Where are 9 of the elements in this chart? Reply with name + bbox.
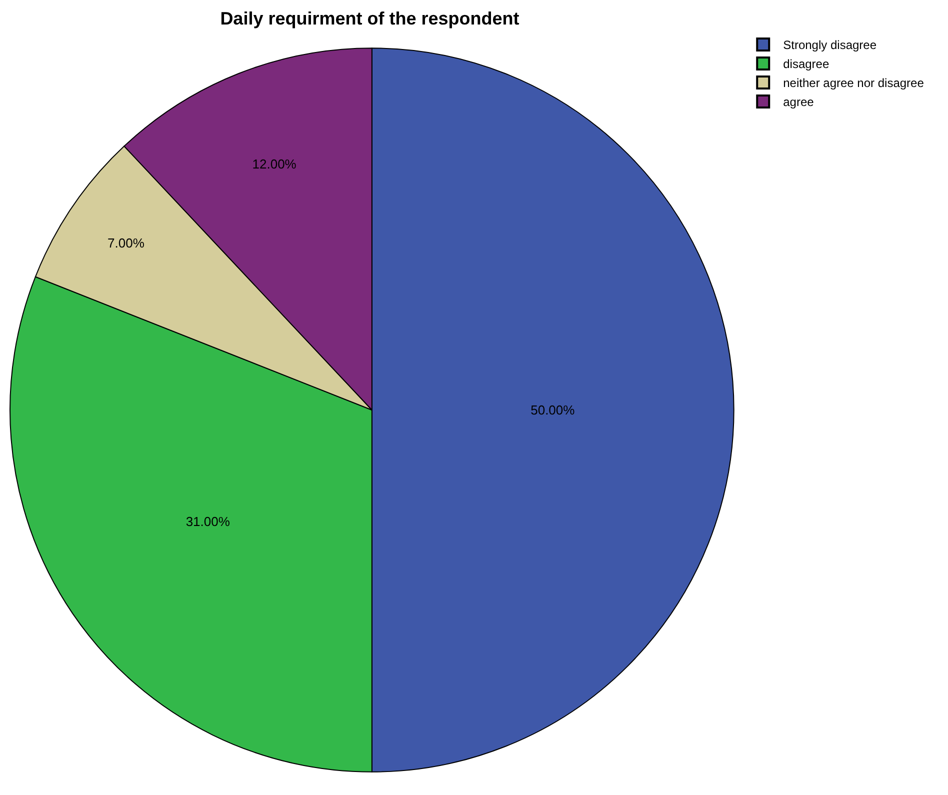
legend-label: neither agree nor disagree: [783, 76, 924, 90]
data-label: 31.00%: [186, 514, 230, 529]
chart-title: Daily requirment of the respondent: [220, 8, 520, 29]
legend-label: Strongly disagree: [783, 38, 877, 52]
data-label: 50.00%: [530, 402, 576, 418]
data-label: 12.00%: [252, 156, 297, 172]
data-label: 7.00%: [108, 236, 145, 250]
legend-label: disagree: [783, 57, 830, 72]
legend-label: agree: [783, 95, 814, 110]
